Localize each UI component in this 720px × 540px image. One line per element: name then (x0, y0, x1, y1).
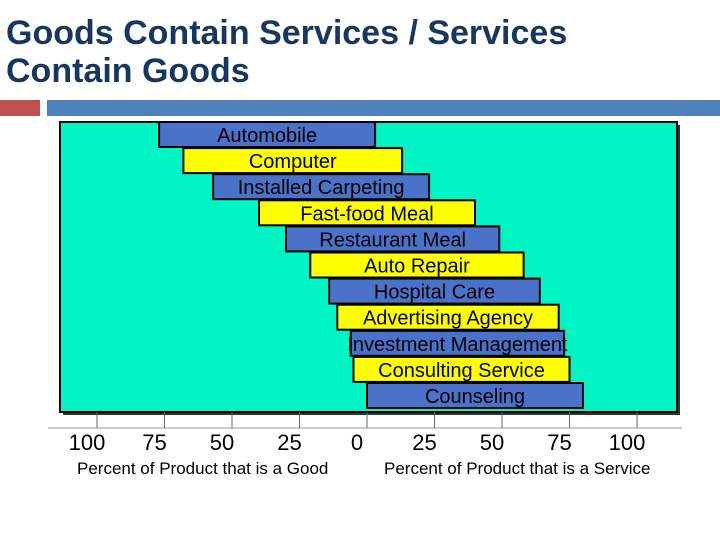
slide-title-line-1: Goods Contain Services / Services (6, 14, 568, 52)
slide-title-line-2: Contain Goods (6, 52, 250, 90)
bar-label: Hospital Care (374, 282, 495, 304)
bar-label: Fast-food Meal (300, 203, 433, 225)
bar (336, 303, 560, 331)
bar-label: Restaurant Meal (319, 229, 466, 251)
bar (309, 251, 525, 279)
bar (212, 173, 431, 201)
bar (352, 355, 571, 383)
accent-square (0, 100, 40, 116)
bar-label: Installed Carpeting (238, 177, 405, 199)
x-tick-label: 50 (480, 430, 504, 455)
bar (366, 382, 584, 409)
bar-label: Auto Repair (364, 256, 470, 278)
bar (285, 225, 501, 253)
x-tick-label: 75 (547, 430, 571, 455)
bar-label: Computer (249, 151, 337, 173)
x-tick-label: 75 (142, 430, 166, 455)
x-tick-label: 25 (277, 430, 301, 455)
bar-label: Advertising Agency (363, 308, 533, 330)
bar (258, 199, 476, 227)
bar (158, 121, 377, 148)
bar (349, 329, 566, 357)
bar (328, 277, 541, 305)
x-tick-label: 25 (412, 430, 436, 455)
x-axis-title-service: Percent of Product that is a Service (384, 459, 650, 478)
x-tick-label: 0 (351, 430, 363, 455)
bar (182, 147, 404, 175)
bar-label: Consulting Service (378, 360, 545, 382)
bar-label: Counseling (425, 386, 525, 408)
x-axis-title-good: Percent of Product that is a Good (77, 459, 328, 478)
x-tick-label: 50 (210, 430, 234, 455)
slide-title: Goods Contain Services / Services Contai… (6, 14, 567, 90)
accent-bar (47, 100, 720, 116)
bar-label: Automobile (217, 125, 317, 147)
bar-label: Investment Management (347, 334, 568, 356)
x-tick-label: 100 (609, 430, 646, 455)
x-tick-label: 100 (69, 430, 106, 455)
